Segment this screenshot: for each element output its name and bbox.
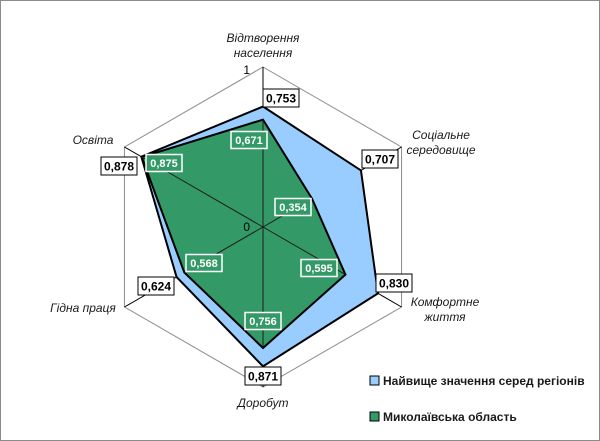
svg-text:0,624: 0,624	[141, 280, 171, 294]
region-label-3: 0,595	[300, 258, 338, 278]
legend-swatch	[369, 375, 380, 386]
tick-label-min: 0	[243, 220, 250, 234]
tick-label-max: 1	[243, 63, 250, 77]
legend-label: Найвище значення серед регіонів	[383, 374, 585, 388]
best-label-4: 0,871	[244, 366, 282, 386]
svg-text:0,671: 0,671	[235, 135, 263, 147]
series-layer	[140, 105, 380, 368]
axis-title-6: Освіта	[73, 133, 114, 147]
svg-text:0,707: 0,707	[365, 153, 395, 167]
svg-text:0,871: 0,871	[248, 370, 278, 384]
svg-text:0,753: 0,753	[266, 92, 296, 106]
legend-item-2: Миколаївська область	[369, 410, 517, 424]
region-label-6: 0,875	[145, 153, 183, 173]
axis-title-2: Соціальне середовище	[406, 128, 475, 157]
best-label-1: 0,753	[262, 88, 300, 108]
best-label-6: 0,878	[100, 156, 138, 176]
svg-text:0,830: 0,830	[379, 277, 409, 291]
svg-text:0,756: 0,756	[249, 316, 277, 328]
legend-swatch	[369, 411, 380, 422]
svg-text:0,878: 0,878	[104, 160, 134, 174]
svg-text:0,568: 0,568	[190, 258, 218, 270]
best-value-labels: 0,753 0,707 0,830 0,871 0,624 0,878	[100, 88, 413, 386]
best-label-2: 0,707	[361, 149, 399, 169]
best-label-3: 0,830	[375, 273, 413, 293]
svg-text:0,875: 0,875	[150, 158, 178, 170]
svg-text:0,595: 0,595	[305, 263, 333, 275]
region-label-4: 0,756	[244, 311, 282, 331]
legend-item-1: Найвище значення серед регіонів	[369, 374, 585, 388]
svg-text:0,354: 0,354	[279, 202, 307, 214]
axis-title-5: Гідна праця	[50, 301, 116, 315]
axis-title-1: Відтворення населення	[227, 31, 301, 60]
axis-title-4: Доробут	[236, 396, 289, 410]
radial-ticks: 01	[243, 63, 250, 234]
region-label-5: 0,568	[185, 253, 223, 273]
axis-titles: Відтворення населення Соціальне середовище К…	[50, 31, 479, 410]
legend: Найвище значення серед регіонів Миколаївс…	[369, 374, 585, 424]
axis-title-3: Комфортне життя	[411, 295, 480, 324]
region-value-labels: 0,671 0,354 0,595 0,756 0,568 0,875	[145, 130, 338, 331]
legend-label: Миколаївська область	[383, 410, 517, 424]
best-label-5: 0,624	[137, 276, 175, 296]
region-label-2: 0,354	[274, 197, 312, 217]
region-label-1: 0,671	[230, 130, 268, 150]
